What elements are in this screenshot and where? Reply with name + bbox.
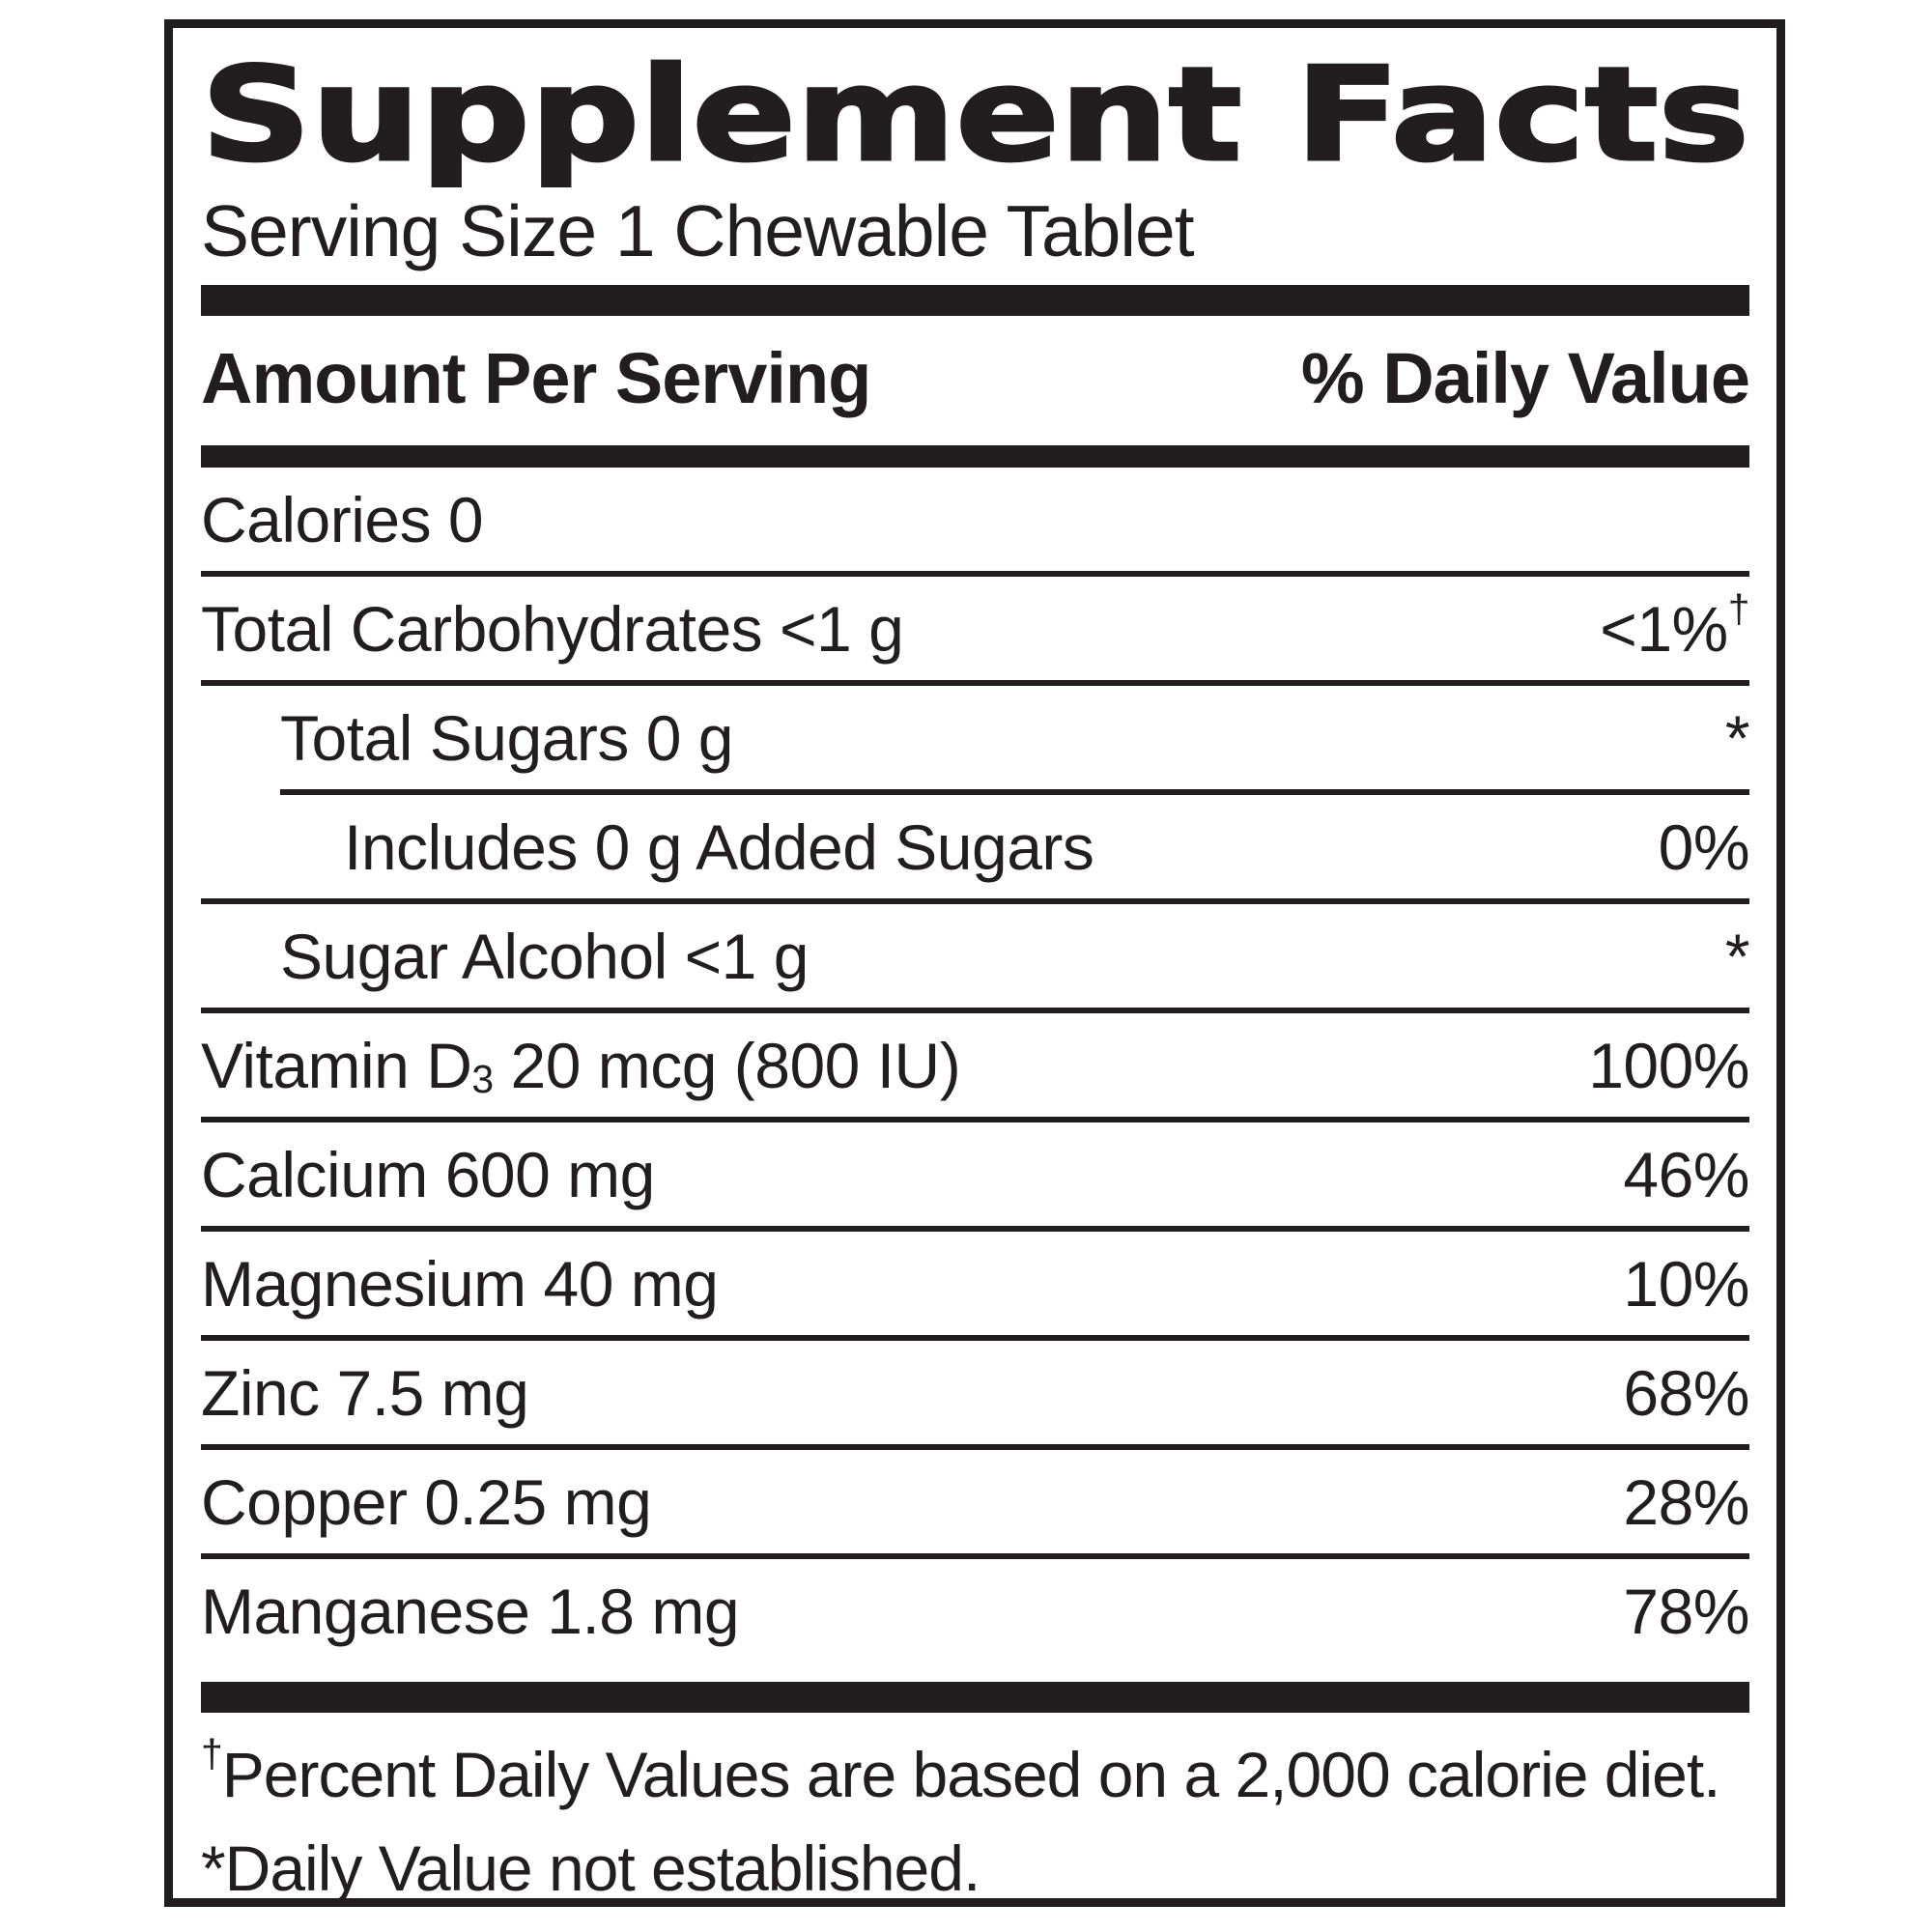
nutrient-daily-value: 100% (1588, 1029, 1749, 1101)
nutrient-name: Vitamin D3 20 mcg (800 IU) (201, 1029, 961, 1101)
nutrient-rows: Calories 0 Total Carbohydrates <1 g <1%†… (201, 468, 1750, 1662)
nutrient-row: Zinc 7.5 mg 68% (201, 1341, 1749, 1450)
nutrient-daily-value: 68% (1623, 1356, 1749, 1429)
nutrient-name: Calcium 600 mg (201, 1138, 655, 1210)
thick-divider-bottom (201, 1681, 1749, 1713)
serving-size: Serving Size 1 Chewable Tablet (201, 190, 1195, 271)
nutrient-name: Total Carbohydrates <1 g (201, 592, 904, 665)
nutrient-row: Includes 0 g Added Sugars 0% (201, 795, 1750, 904)
nutrient-daily-value: * (1724, 920, 1750, 992)
label-title: Supplement Facts (201, 38, 1749, 187)
footnotes: †Percent Daily Values are based on a 2,0… (201, 1728, 1749, 1905)
nutrient-name: Includes 0 g Added Sugars (344, 810, 1094, 883)
thick-divider-header (201, 444, 1749, 468)
nutrient-name: Magnesium 40 mg (201, 1247, 719, 1320)
nutrient-daily-value: 28% (1623, 1465, 1749, 1538)
nutrient-name: Total Sugars 0 g (280, 701, 733, 774)
nutrient-row: Manganese 1.8 mg 78% (201, 1559, 1749, 1662)
thick-divider-top (201, 284, 1749, 316)
amount-per-serving-header: Amount Per Serving (201, 337, 871, 418)
supplement-facts-label: Supplement Facts Serving Size 1 Chewable… (164, 19, 1785, 1907)
nutrient-row: Vitamin D3 20 mcg (800 IU) 100% (201, 1013, 1749, 1122)
nutrient-name: Manganese 1.8 mg (201, 1575, 740, 1647)
nutrient-daily-value: 0% (1658, 810, 1750, 883)
nutrient-name: Copper 0.25 mg (201, 1465, 652, 1538)
nutrient-name: Zinc 7.5 mg (201, 1356, 529, 1429)
footnote-line: †Percent Daily Values are based on a 2,0… (201, 1730, 1721, 1810)
nutrient-daily-value: <1%† (1600, 586, 1749, 665)
column-header-row: Amount Per Serving % Daily Value (201, 316, 1750, 445)
nutrient-row: Total Carbohydrates <1 g <1%† (201, 577, 1750, 686)
nutrient-row: Calories 0 (201, 468, 1749, 577)
nutrient-row: Copper 0.25 mg 28% (201, 1450, 1749, 1559)
nutrient-row: Sugar Alcohol <1 g * (201, 904, 1750, 1013)
nutrient-name: Sugar Alcohol <1 g (280, 920, 809, 992)
nutrient-daily-value: 10% (1623, 1247, 1749, 1320)
nutrient-row: Total Sugars 0 g * (201, 686, 1750, 795)
nutrient-row: Magnesium 40 mg 10% (201, 1232, 1749, 1341)
nutrient-daily-value: 46% (1623, 1138, 1749, 1210)
nutrient-daily-value: 78% (1623, 1575, 1749, 1647)
footnote-line: *Daily Value not established. (201, 1833, 980, 1905)
nutrient-daily-value: * (1724, 701, 1750, 774)
percent-daily-value-header: % Daily Value (1300, 337, 1750, 418)
nutrient-name: Calories 0 (201, 483, 484, 555)
label-title-text: Supplement Facts (201, 39, 1749, 187)
nutrient-row: Calcium 600 mg 46% (201, 1122, 1749, 1232)
